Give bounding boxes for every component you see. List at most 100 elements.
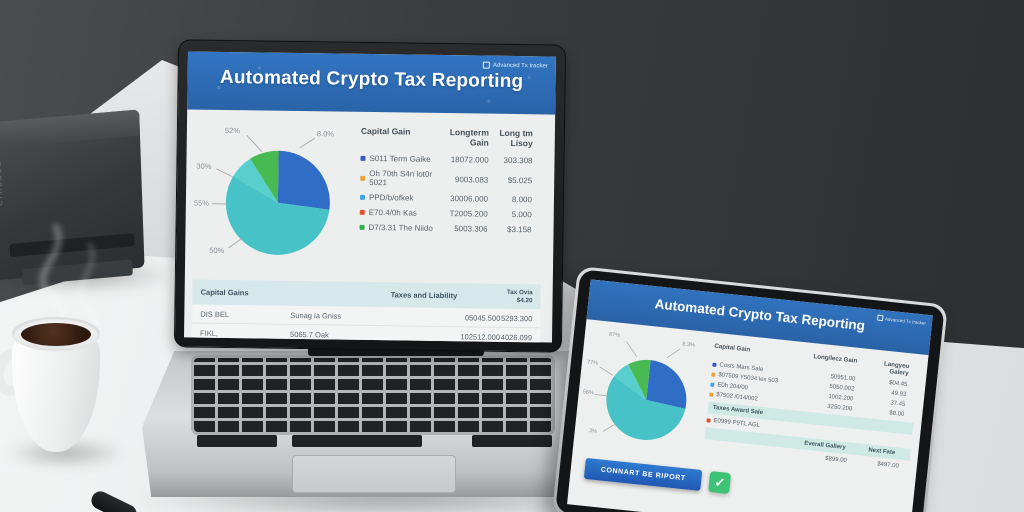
cell: DIS BEL xyxy=(200,309,230,319)
row-value: $8.00 xyxy=(888,410,905,418)
row-value: 18072.000 xyxy=(450,155,489,165)
pie-callout-label: 77% xyxy=(586,359,599,367)
tracker-badge: Advanced Tx tracker xyxy=(482,61,548,70)
tablet-gains-table: Capital Gain Long/lecz Gain Langyeu Gale… xyxy=(700,341,920,486)
pie-callout-label: 3% xyxy=(588,428,598,435)
row-value: $3.158 xyxy=(507,224,532,235)
pie-callout-label: 8.3% xyxy=(682,341,696,349)
table-row: PPD/b/ofkek 30006.000 8.000 xyxy=(359,192,542,205)
pie-callout-label: 8.0% xyxy=(316,129,335,139)
row-value: $04.45 xyxy=(888,380,908,389)
legend-swatch xyxy=(360,175,366,181)
decor-dot xyxy=(487,99,491,103)
cell: 102512.000 xyxy=(460,331,501,342)
pie-callout-label: 50% xyxy=(209,245,225,255)
cell: Sunag ia Gniss xyxy=(290,310,342,321)
cell: 5293.300 xyxy=(500,313,533,323)
pie-svg xyxy=(211,134,330,255)
row-value: 49.93 xyxy=(891,390,907,399)
legend-swatch xyxy=(360,155,366,161)
legend-swatch xyxy=(706,418,711,423)
coffee-cup xyxy=(0,310,110,460)
row-value: 5003.306 xyxy=(454,224,488,234)
row-label: Oh 70th S4n lot0r 5021 xyxy=(369,168,433,188)
band-label: Everall Gallery xyxy=(803,440,846,451)
col-header: Langyeu Galery xyxy=(883,360,910,378)
col-header: Longterm Gain xyxy=(449,127,490,148)
row-label: $7502 /014/002 xyxy=(715,392,759,403)
laptop-display: Automated Crypto Tax Reporting Advanced … xyxy=(184,51,556,343)
table-row: D7/3.31 The Niido 5003.306 $3.158 xyxy=(359,223,541,235)
laptop-app-header: Automated Crypto Tax Reporting Advanced … xyxy=(187,51,556,115)
cell: 05045.500 xyxy=(464,312,501,323)
row-value: 30006.000 xyxy=(450,194,489,204)
coffee-surface xyxy=(21,323,91,346)
col-header-line2: $4.20 xyxy=(516,296,533,304)
col-header-empty xyxy=(291,293,391,294)
row-value: $5.025 xyxy=(507,175,533,185)
decor-dot xyxy=(217,85,221,89)
pie-callout-label: 52% xyxy=(224,125,240,136)
table-row: Oh 70th S4n lot0r 5021 9003.083 $5.025 xyxy=(360,169,542,190)
decor-dot xyxy=(527,76,531,80)
legend-swatch xyxy=(359,209,365,215)
col-header: Capital Gain xyxy=(360,125,411,137)
legend-swatch xyxy=(359,194,366,200)
tablet-display: Automated Crypto Tax Reporting Advanced … xyxy=(567,279,933,512)
col-header-line1: Tax Ovia xyxy=(506,288,533,297)
row-label: E0h 204/00 xyxy=(716,382,749,392)
connect-report-button: CONNART BE RIPORT xyxy=(583,457,703,492)
pie-callout-label: 30% xyxy=(196,161,212,171)
row-value: $497.00 xyxy=(876,461,900,470)
col-header: Long tm Lisoy xyxy=(499,127,533,149)
col-header: Long/lecz Gain xyxy=(813,353,858,365)
row-label: PPD/b/ofkek xyxy=(368,192,414,203)
pie-svg xyxy=(594,341,687,440)
laptop-keyboard xyxy=(194,358,552,432)
col-header: Tax Ovia $4.20 xyxy=(501,289,533,305)
tablet-pie-chart: 87% 8.3% 77% 56% 3% xyxy=(577,328,713,464)
cell: 5065.7 Oak xyxy=(290,329,329,340)
decor-dot xyxy=(257,66,261,70)
keyboard-right-keys xyxy=(472,435,552,447)
row-value: 303.308 xyxy=(503,155,533,166)
table-row: E70.4/0h Kas T2005.200 5.000 xyxy=(359,208,542,220)
row-label: Costs Mars Sale xyxy=(719,362,764,373)
tablet-bezel: Automated Crypto Tax Reporting Advanced … xyxy=(555,269,945,512)
col-header: Capital Gains xyxy=(200,287,249,298)
legend-swatch xyxy=(710,382,715,387)
page-title: Automated Crypto Tax Reporting xyxy=(219,66,524,93)
row-label: D7/3.31 The Niido xyxy=(368,222,433,233)
cell: 4026.099 xyxy=(500,332,533,342)
laptop-trackpad xyxy=(292,455,456,493)
capital-gains-table: Capital Gain Longterm Gain Long tm Lisoy… xyxy=(355,122,543,277)
laptop-screen: Automated Crypto Tax Reporting Advanced … xyxy=(173,39,567,353)
legend-swatch xyxy=(711,372,716,377)
row-value: 8.000 xyxy=(511,194,533,205)
legend-swatch xyxy=(709,392,714,397)
col-header: Taxes and Liability xyxy=(390,290,458,301)
legend-swatch xyxy=(359,224,365,230)
table-row: S011 Term Gaike 18072.000 303.308 xyxy=(360,154,542,166)
tax-summary-table: Capital Gains Taxes and Liability Tax Ov… xyxy=(191,279,541,343)
laptop-pie-chart: 52% 8.0% 30% 55% 50% xyxy=(193,120,357,274)
check-icon: ✓ xyxy=(708,470,732,495)
pie-callout-label: 55% xyxy=(193,198,209,208)
row-value: 37.45 xyxy=(890,400,906,408)
laptop-base xyxy=(142,351,604,497)
band-label: Taxes Award Sale xyxy=(712,404,764,417)
tablet: Automated Crypto Tax Reporting Advanced … xyxy=(551,266,948,512)
keyboard-left-keys xyxy=(197,435,277,447)
gains-table-header: Capital Gain Longterm Gain Long tm Lisoy xyxy=(361,126,543,149)
tracker-badge-icon xyxy=(482,61,490,69)
legend-swatch xyxy=(712,362,717,367)
band-label: Next Fate xyxy=(867,447,896,457)
tablet-dashboard: 87% 8.3% 77% 56% 3% Capital Gain Long/le… xyxy=(573,319,929,486)
row-value: $899.00 xyxy=(824,455,848,465)
tracker-badge-icon xyxy=(876,314,884,322)
laptop-dashboard: 52% 8.0% 30% 55% 50% Capital Gain Longte… xyxy=(184,109,555,343)
cell: FIKL, xyxy=(200,328,219,338)
spacebar-key xyxy=(292,435,422,447)
row-value: 5.000 xyxy=(511,209,532,220)
